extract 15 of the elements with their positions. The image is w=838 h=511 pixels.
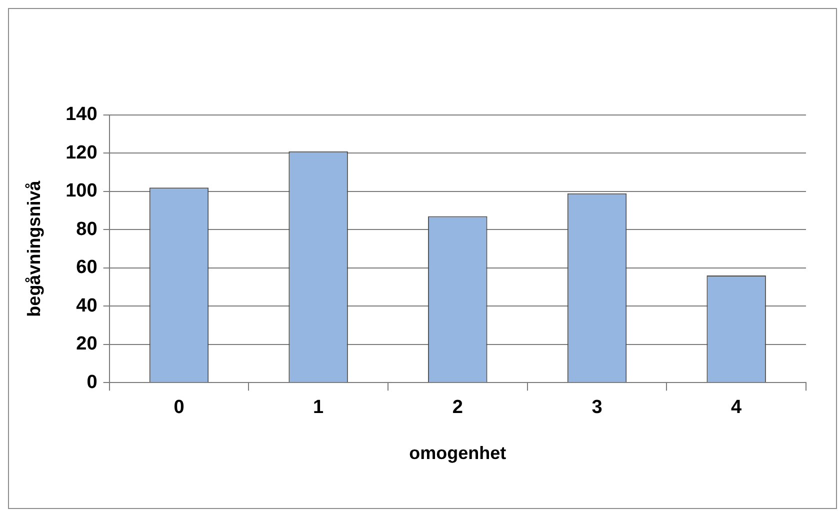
- y-tick-label: 20: [76, 334, 98, 355]
- y-tick-label: 120: [66, 142, 98, 164]
- y-tick-label: 140: [66, 104, 98, 126]
- y-tick-label: 80: [76, 218, 98, 240]
- x-tick-label: 1: [313, 397, 324, 418]
- y-axis-title: begåvningsnivå: [24, 180, 44, 317]
- y-tick-label: 60: [76, 257, 98, 278]
- x-tick-label: 3: [592, 397, 602, 418]
- y-tick-label: 40: [76, 295, 98, 316]
- x-tick-label: 2: [452, 397, 463, 418]
- x-tick-label: 0: [174, 397, 184, 418]
- x-tick-label: 4: [731, 397, 742, 418]
- y-tick-label: 0: [86, 372, 98, 393]
- y-tick-label: 100: [66, 180, 98, 202]
- x-axis-title: omogenhet: [409, 443, 506, 464]
